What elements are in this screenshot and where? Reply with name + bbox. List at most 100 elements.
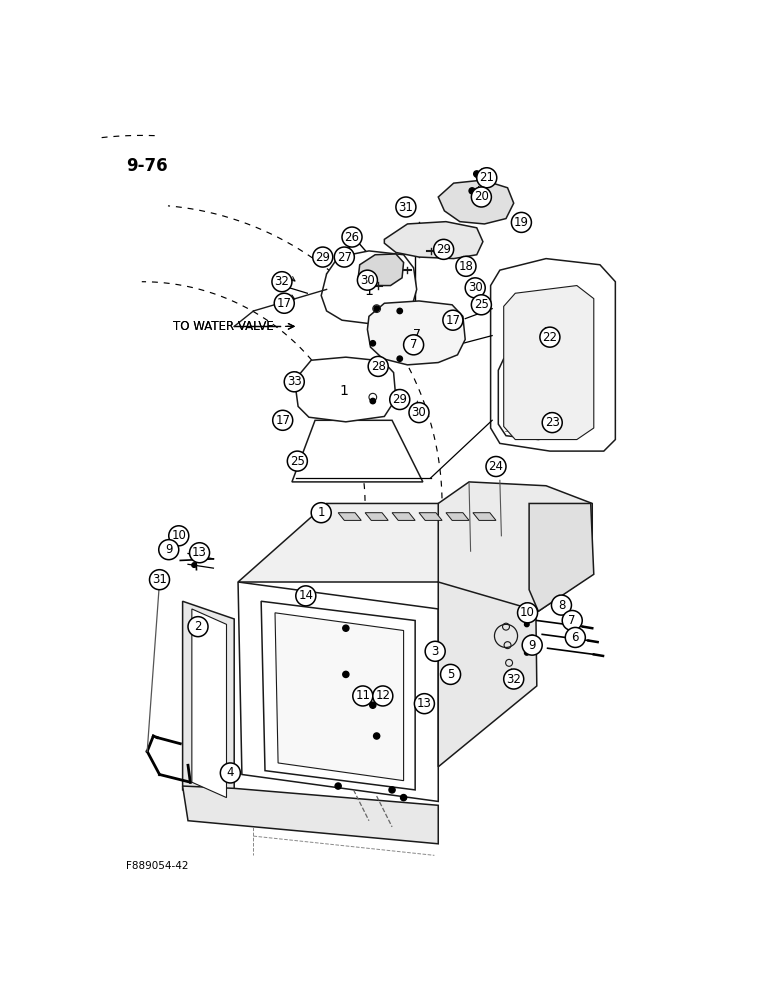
Circle shape <box>342 625 349 631</box>
Polygon shape <box>385 222 483 259</box>
Text: 9-76: 9-76 <box>126 157 168 175</box>
Circle shape <box>465 278 485 298</box>
Text: 9: 9 <box>165 543 172 556</box>
Circle shape <box>370 341 375 346</box>
Circle shape <box>566 627 585 647</box>
Circle shape <box>504 669 523 689</box>
Polygon shape <box>292 420 423 482</box>
Circle shape <box>390 389 410 410</box>
Circle shape <box>434 239 454 259</box>
Circle shape <box>409 403 429 423</box>
Text: 8: 8 <box>558 599 565 612</box>
Circle shape <box>353 686 373 706</box>
Text: 7: 7 <box>413 328 420 341</box>
Text: TO WATER VALVE: TO WATER VALVE <box>172 320 273 333</box>
Text: 30: 30 <box>468 281 483 294</box>
Text: 17: 17 <box>445 314 460 327</box>
Circle shape <box>373 686 393 706</box>
Text: 1: 1 <box>364 284 374 298</box>
Circle shape <box>296 586 316 606</box>
Circle shape <box>275 293 294 313</box>
Text: 25: 25 <box>290 455 305 468</box>
Circle shape <box>522 635 542 655</box>
Text: 10: 10 <box>172 529 186 542</box>
Polygon shape <box>365 513 388 520</box>
Polygon shape <box>321 251 417 324</box>
Circle shape <box>389 787 395 793</box>
Circle shape <box>357 270 378 290</box>
Polygon shape <box>296 357 396 422</box>
Circle shape <box>190 551 194 556</box>
Circle shape <box>425 641 445 661</box>
Circle shape <box>551 595 572 615</box>
Circle shape <box>273 410 292 430</box>
Circle shape <box>530 635 534 640</box>
Circle shape <box>524 622 529 627</box>
Text: 29: 29 <box>392 393 407 406</box>
Circle shape <box>540 327 560 347</box>
Circle shape <box>562 610 582 631</box>
Text: 30: 30 <box>412 406 427 419</box>
Text: 11: 11 <box>355 689 370 702</box>
Polygon shape <box>504 286 594 440</box>
Polygon shape <box>438 503 537 767</box>
Circle shape <box>335 247 354 267</box>
Polygon shape <box>238 582 438 801</box>
Text: 23: 23 <box>544 416 559 429</box>
Circle shape <box>397 356 402 361</box>
Circle shape <box>456 256 476 276</box>
Text: 24: 24 <box>488 460 504 473</box>
Circle shape <box>311 503 332 523</box>
Text: 17: 17 <box>277 297 292 310</box>
Text: 29: 29 <box>315 251 330 264</box>
Text: TO WATER VALVE: TO WATER VALVE <box>172 320 273 333</box>
Text: 13: 13 <box>192 546 207 559</box>
Circle shape <box>342 671 349 677</box>
Polygon shape <box>419 513 442 520</box>
Circle shape <box>443 310 463 330</box>
Text: 30: 30 <box>360 274 374 287</box>
Text: 20: 20 <box>474 190 489 204</box>
Text: 21: 21 <box>479 171 495 184</box>
Circle shape <box>469 188 475 194</box>
Polygon shape <box>498 351 579 440</box>
Text: 10: 10 <box>520 606 535 619</box>
Text: 7: 7 <box>569 614 576 627</box>
Text: 18: 18 <box>459 260 473 273</box>
Text: 25: 25 <box>474 298 489 311</box>
Circle shape <box>477 168 497 188</box>
Polygon shape <box>438 180 514 224</box>
Text: 31: 31 <box>152 573 167 586</box>
Polygon shape <box>491 259 615 451</box>
Text: 32: 32 <box>275 275 289 288</box>
Text: 13: 13 <box>417 697 432 710</box>
Polygon shape <box>438 482 592 611</box>
Circle shape <box>374 306 379 311</box>
Text: 27: 27 <box>337 251 352 264</box>
Circle shape <box>512 212 531 232</box>
Circle shape <box>374 733 380 739</box>
Polygon shape <box>367 301 465 365</box>
Circle shape <box>188 617 208 637</box>
Circle shape <box>368 356 388 376</box>
Circle shape <box>370 702 376 708</box>
Polygon shape <box>183 786 438 844</box>
Circle shape <box>342 227 362 247</box>
Text: 7: 7 <box>410 338 417 351</box>
Polygon shape <box>339 513 361 520</box>
Circle shape <box>471 187 491 207</box>
Text: 9: 9 <box>528 639 536 652</box>
Polygon shape <box>529 503 594 611</box>
Polygon shape <box>275 613 403 781</box>
Circle shape <box>313 247 333 267</box>
Text: 12: 12 <box>375 689 390 702</box>
Circle shape <box>284 372 304 392</box>
Circle shape <box>220 763 240 783</box>
Text: 31: 31 <box>399 201 413 214</box>
Circle shape <box>403 335 424 355</box>
Polygon shape <box>358 254 403 286</box>
Text: 2: 2 <box>194 620 202 633</box>
Circle shape <box>287 451 307 471</box>
Circle shape <box>396 197 416 217</box>
Circle shape <box>414 694 434 714</box>
